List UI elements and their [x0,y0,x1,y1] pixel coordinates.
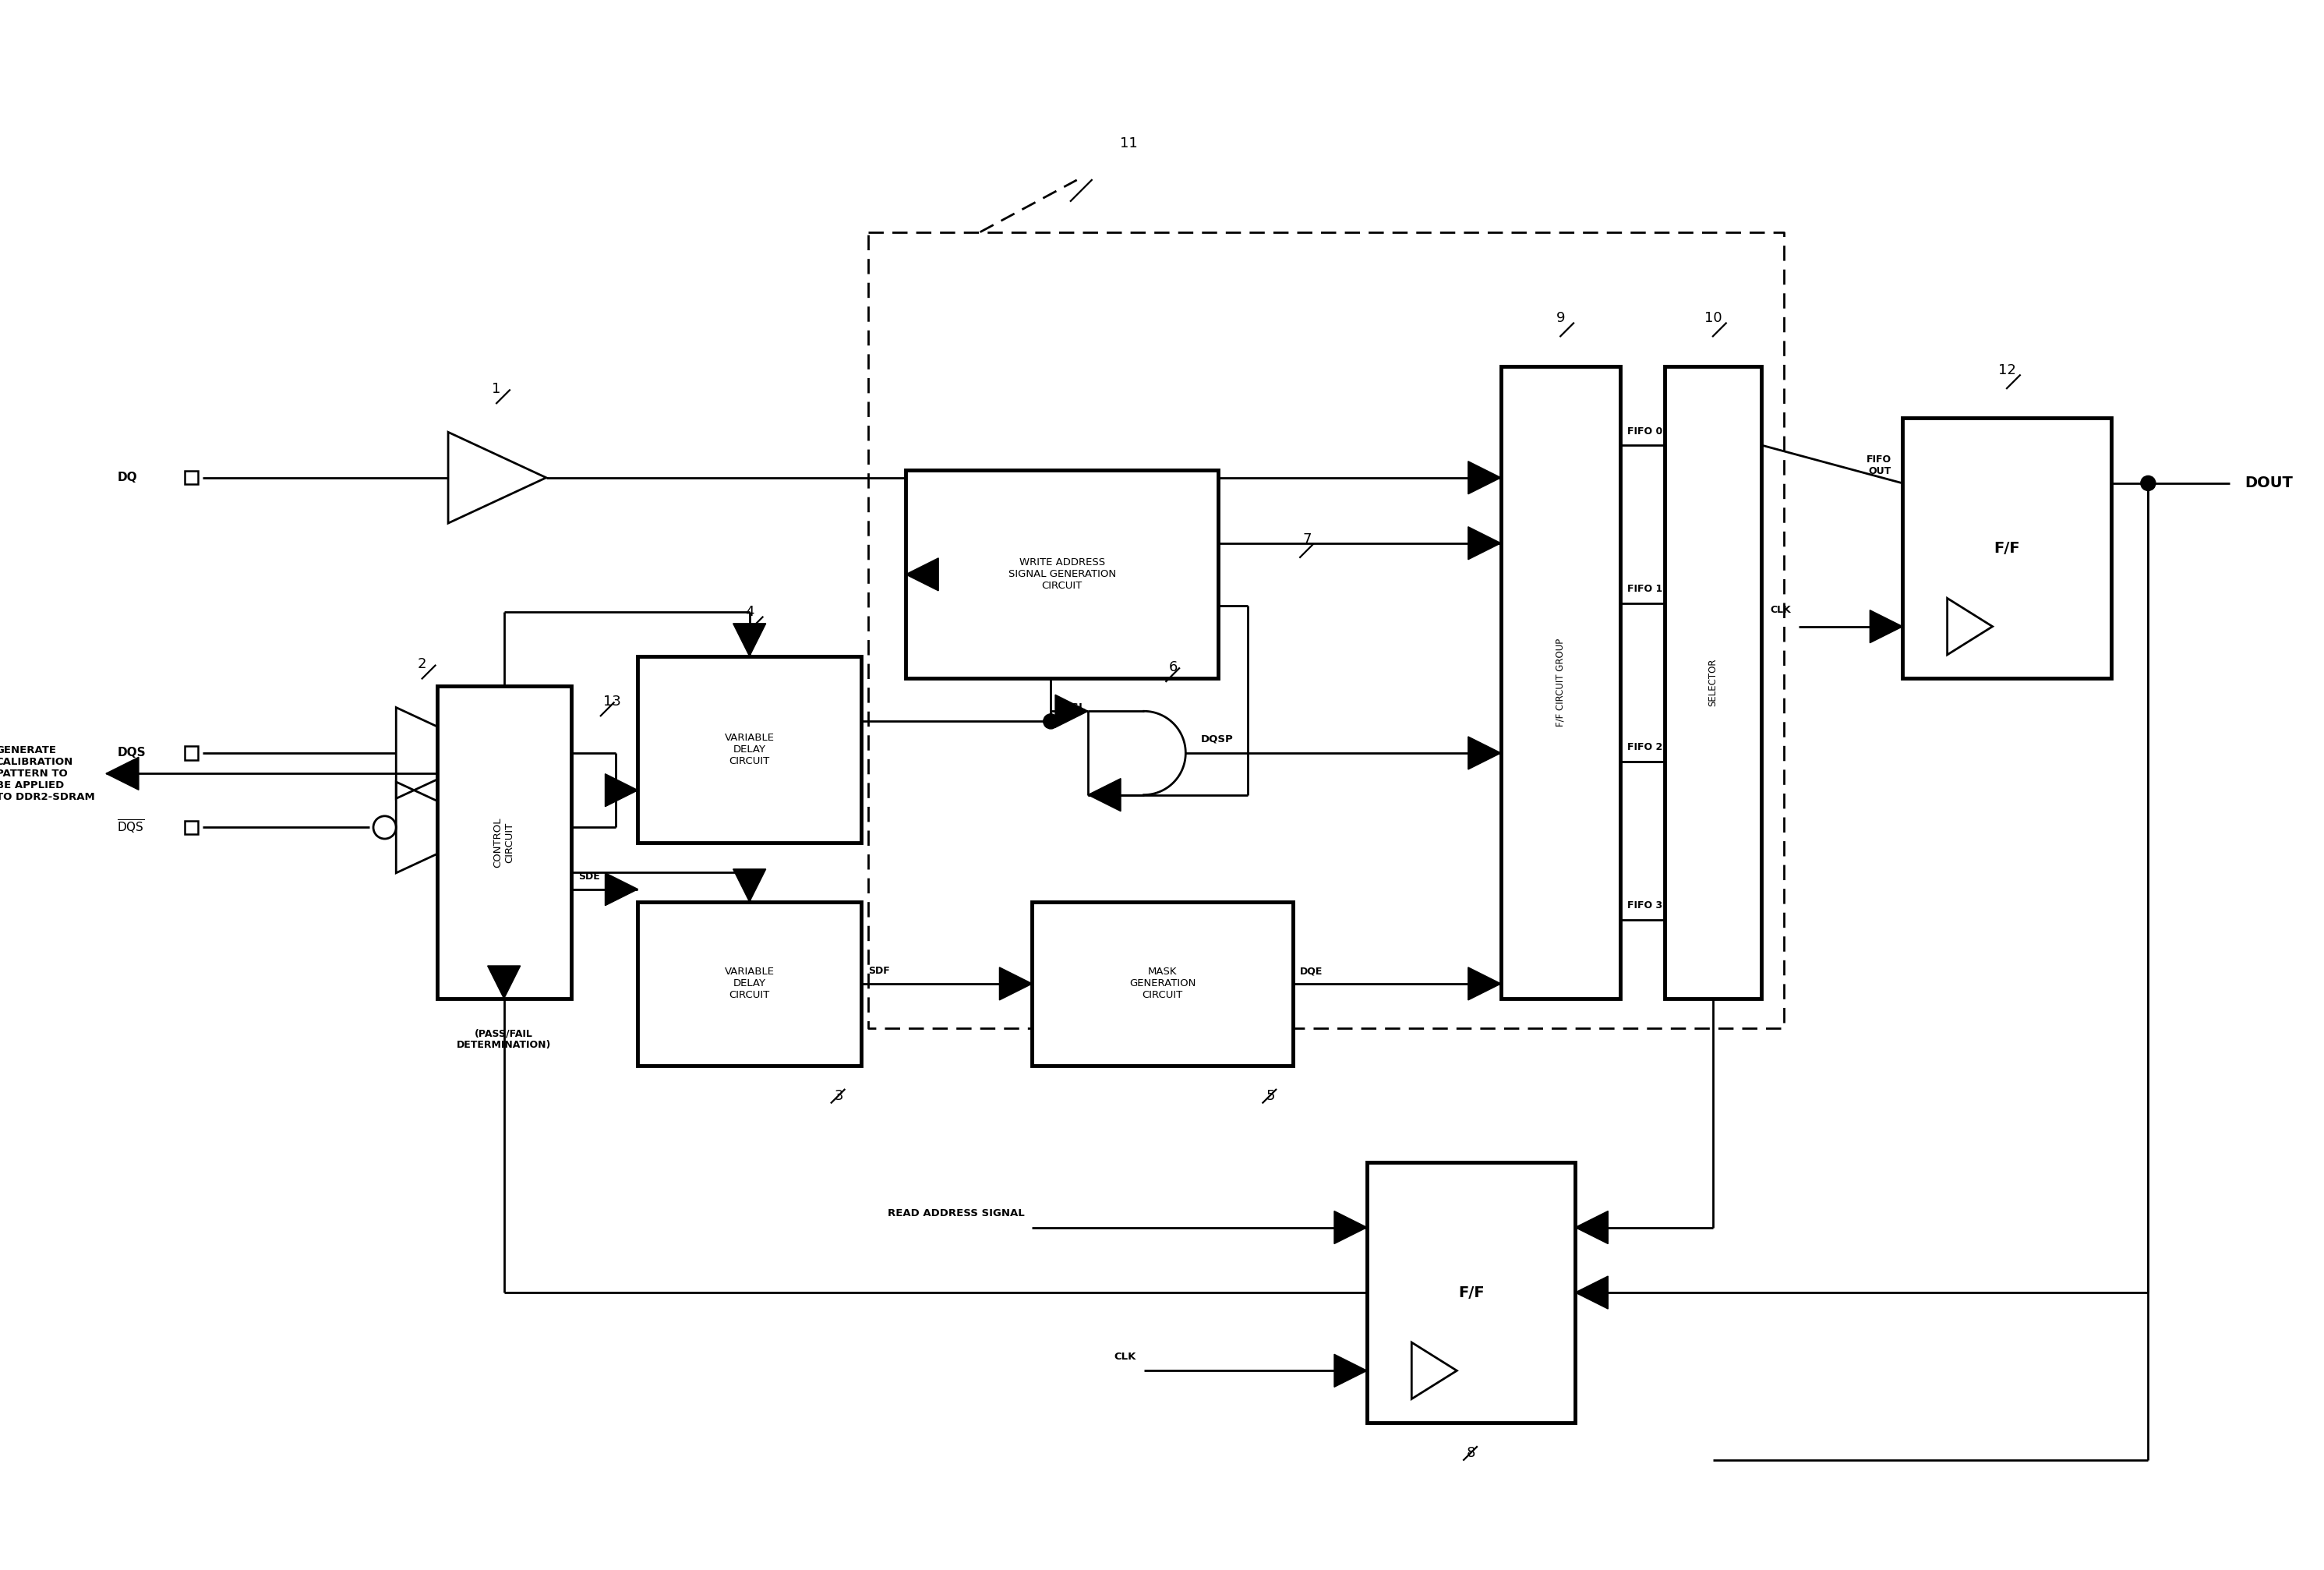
Polygon shape [1088,779,1120,812]
Text: DQSP: DQSP [1202,733,1234,744]
Polygon shape [1334,1210,1367,1243]
Polygon shape [1469,967,1501,1000]
Polygon shape [1469,528,1501,559]
Bar [437,686,572,999]
Text: F/F: F/F [1994,542,2020,556]
Bar [906,471,1218,678]
Polygon shape [732,870,767,901]
Polygon shape [1334,1355,1367,1386]
Text: SDF: SDF [869,966,890,977]
Bar [1032,901,1292,1066]
Text: FIFO 1: FIFO 1 [1627,584,1662,595]
Text: DOUT: DOUT [2245,476,2294,491]
Text: $\overline{\rm DQS}$: $\overline{\rm DQS}$ [116,820,144,837]
Text: F/F: F/F [1457,1286,1485,1300]
Text: 10: 10 [1703,311,1722,325]
Bar [186,746,198,760]
Bar [1664,366,1762,999]
Bar [1367,1162,1576,1422]
Text: CLK: CLK [1871,622,1892,631]
Text: FIFO 0: FIFO 0 [1627,425,1662,436]
Text: FIFO 3: FIFO 3 [1627,901,1662,911]
Polygon shape [906,557,939,590]
Text: DQS: DQS [116,747,146,758]
Text: SELECTOR: SELECTOR [1708,658,1717,707]
Polygon shape [1576,1210,1608,1243]
Text: 2: 2 [418,658,428,670]
Text: DQE: DQE [1299,966,1322,977]
Text: DQSL: DQSL [1055,702,1085,713]
Text: CLK: CLK [1113,1352,1136,1361]
Text: 13: 13 [602,694,621,708]
Text: 5: 5 [1267,1088,1276,1102]
Polygon shape [732,623,767,656]
Text: FIFO
OUT: FIFO OUT [1866,454,1892,476]
Circle shape [1043,714,1057,728]
Text: F/F CIRCUIT GROUP: F/F CIRCUIT GROUP [1555,637,1566,727]
Polygon shape [1469,462,1501,495]
Polygon shape [604,774,637,807]
Text: 6: 6 [1169,659,1178,674]
Polygon shape [604,873,637,906]
Polygon shape [107,757,139,790]
Text: DQ: DQ [116,473,137,484]
Text: 1: 1 [493,382,502,396]
Text: (PASS/FAIL
DETERMINATION): (PASS/FAIL DETERMINATION) [458,1028,551,1050]
Text: READ ADDRESS SIGNAL: READ ADDRESS SIGNAL [888,1209,1025,1218]
Text: 3: 3 [834,1088,844,1102]
Text: WRITE ADDRESS
SIGNAL GENERATION
CIRCUIT: WRITE ADDRESS SIGNAL GENERATION CIRCUIT [1009,557,1116,592]
Circle shape [2140,476,2157,491]
Text: MASK
GENERATION
CIRCUIT: MASK GENERATION CIRCUIT [1129,967,1195,1000]
Text: VARIABLE
DELAY
CIRCUIT: VARIABLE DELAY CIRCUIT [725,733,774,766]
Bar [637,656,862,842]
Text: CLK: CLK [1771,604,1792,615]
Text: 8: 8 [1466,1446,1476,1460]
Bar [1903,418,2110,678]
Polygon shape [999,967,1032,1000]
Text: SDE: SDE [579,871,600,882]
Text: 12: 12 [1999,363,2015,377]
Polygon shape [1469,736,1501,769]
Text: VARIABLE
DELAY
CIRCUIT: VARIABLE DELAY CIRCUIT [725,967,774,1000]
Text: CONTROL
CIRCUIT: CONTROL CIRCUIT [493,816,516,868]
Bar [186,471,198,485]
Text: 9: 9 [1557,311,1564,325]
Bar [186,821,198,834]
Polygon shape [1871,611,1903,642]
Polygon shape [488,966,521,999]
Bar [637,901,862,1066]
Text: 7: 7 [1304,532,1313,546]
Text: 11: 11 [1120,137,1139,151]
Text: 4: 4 [746,604,753,619]
Text: FIFO 2: FIFO 2 [1627,743,1662,752]
Polygon shape [1055,696,1088,727]
Text: GENERATE
CALIBRATION
PATTERN TO
BE APPLIED
TO DDR2-SDRAM: GENERATE CALIBRATION PATTERN TO BE APPLI… [0,746,95,802]
Polygon shape [1576,1276,1608,1309]
Bar [1501,366,1620,999]
